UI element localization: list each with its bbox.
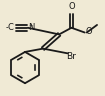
Text: -C: -C xyxy=(6,23,15,32)
Text: +: + xyxy=(29,23,34,28)
Text: O: O xyxy=(85,27,92,36)
Text: N: N xyxy=(28,23,35,32)
Text: Br: Br xyxy=(66,52,76,61)
Text: O: O xyxy=(68,2,75,11)
